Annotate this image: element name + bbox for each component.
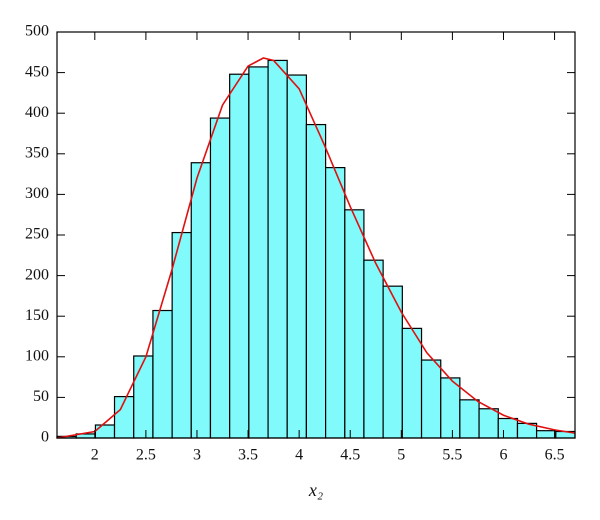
x-tick-label: 3	[193, 447, 201, 464]
bar	[497, 417, 519, 439]
y-tick-label: 300	[25, 185, 49, 202]
x-tick-label: 2	[91, 447, 99, 464]
y-tick-label: 150	[25, 307, 49, 324]
x-tick-label: 6	[499, 447, 507, 464]
bar	[286, 74, 307, 439]
bar	[401, 327, 423, 439]
bar	[305, 123, 327, 439]
bar	[248, 66, 269, 439]
y-tick-label: 0	[41, 429, 49, 446]
bar	[344, 209, 365, 439]
bar	[152, 309, 173, 439]
x-tick-label: 4.5	[340, 447, 360, 464]
x-tick-label: 4	[295, 447, 303, 464]
bar	[133, 355, 154, 439]
bar	[94, 424, 116, 439]
x-tick-label: 6.5	[545, 447, 565, 464]
bar	[363, 259, 384, 439]
bar	[420, 359, 442, 439]
bar	[535, 430, 557, 439]
bar	[171, 231, 192, 439]
fit-curve	[56, 57, 576, 439]
x-tick-label: 5	[397, 447, 405, 464]
y-tick-label: 400	[25, 104, 49, 121]
y-tick-label: 200	[25, 266, 49, 283]
x-tick-label: 3.5	[238, 447, 258, 464]
y-tick-label: 100	[25, 347, 49, 364]
x-tick-label: 5.5	[442, 447, 462, 464]
x-axis-label: x₂	[308, 480, 323, 500]
bar	[459, 399, 480, 439]
y-tick-label: 50	[33, 388, 49, 405]
bar	[209, 117, 231, 439]
y-tick-label: 250	[25, 226, 49, 243]
x-tick-label: 2.5	[136, 447, 156, 464]
bar	[267, 59, 288, 439]
y-tick-label: 500	[25, 23, 49, 40]
y-tick-label: 350	[25, 144, 49, 161]
bar	[440, 377, 461, 439]
bar	[478, 408, 499, 439]
y-tick-label: 450	[25, 63, 49, 80]
bar	[229, 73, 250, 439]
bar	[190, 162, 212, 439]
bar	[325, 167, 346, 439]
